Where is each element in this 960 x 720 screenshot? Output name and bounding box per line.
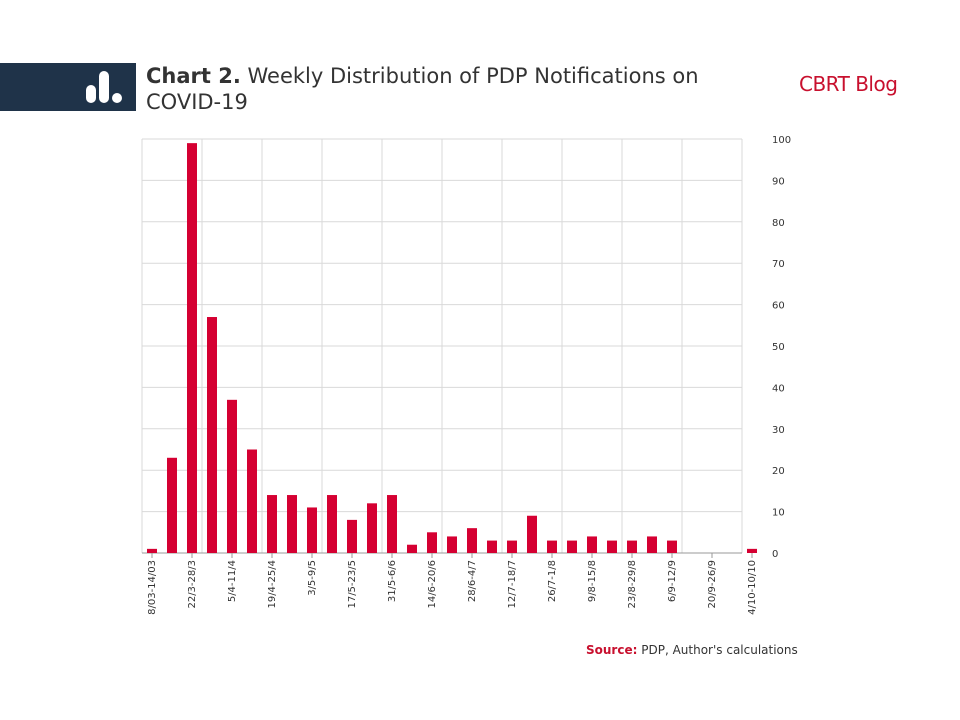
bar xyxy=(607,540,617,553)
bar xyxy=(467,528,477,553)
y-tick-label: 90 xyxy=(772,176,785,187)
bar xyxy=(547,540,557,553)
x-tick-label: 4/10-10/10 xyxy=(747,560,758,615)
y-tick-label: 80 xyxy=(772,218,785,229)
bar xyxy=(167,457,177,553)
bar xyxy=(587,536,597,553)
y-tick-label: 40 xyxy=(772,383,785,394)
bar xyxy=(187,143,197,553)
bar xyxy=(387,495,397,553)
bar xyxy=(367,503,377,553)
chart-title-text: Weekly Distribution of PDP Notifications… xyxy=(146,64,699,114)
chart-title: Chart 2. Weekly Distribution of PDP Noti… xyxy=(146,63,706,115)
bar xyxy=(667,540,677,553)
bar xyxy=(267,495,277,553)
chart-title-number: Chart 2. xyxy=(146,64,241,88)
x-tick-label: 8/03-14/03 xyxy=(147,560,158,615)
bar xyxy=(627,540,637,553)
source-text: PDP, Author's calculations xyxy=(641,643,798,657)
y-tick-label: 30 xyxy=(772,425,785,436)
source-label: Source: xyxy=(586,643,638,657)
x-tick-label: 17/5-23/5 xyxy=(347,560,358,609)
blog-logo xyxy=(0,63,136,111)
bar xyxy=(647,536,657,553)
x-tick-label: 26/7-1/8 xyxy=(547,560,558,602)
bar xyxy=(427,532,437,553)
x-tick-label: 19/4-25/4 xyxy=(267,560,278,609)
bar xyxy=(567,540,577,553)
bar xyxy=(487,540,497,553)
y-tick-label: 0 xyxy=(772,549,778,560)
bar xyxy=(447,536,457,553)
bar xyxy=(207,317,217,553)
y-tick-label: 10 xyxy=(772,508,785,519)
bar-chart-icon xyxy=(86,71,122,103)
bar xyxy=(147,548,157,553)
x-tick-label: 22/3-28/3 xyxy=(187,560,198,609)
x-tick-label: 3/5-9/5 xyxy=(307,560,318,596)
y-tick-label: 100 xyxy=(772,135,791,146)
bar xyxy=(507,540,517,553)
y-tick-label: 20 xyxy=(772,466,785,477)
x-tick-label: 28/6-4/7 xyxy=(467,560,478,602)
x-tick-label: 23/8-29/8 xyxy=(627,560,638,609)
bar xyxy=(407,544,417,553)
bar xyxy=(287,495,297,553)
bar xyxy=(747,548,757,553)
bar xyxy=(307,507,317,553)
x-tick-label: 31/5-6/6 xyxy=(387,560,398,602)
bar xyxy=(527,515,537,553)
y-tick-label: 70 xyxy=(772,259,785,270)
x-tick-label: 12/7-18/7 xyxy=(507,560,518,609)
bar xyxy=(347,519,357,553)
source-note: Source: PDP, Author's calculations xyxy=(586,643,798,657)
bar xyxy=(247,449,257,553)
brand-name: CBRT Blog xyxy=(799,72,898,96)
x-tick-label: 14/6-20/6 xyxy=(427,560,438,609)
x-tick-label: 9/8-15/8 xyxy=(587,560,598,602)
y-tick-label: 50 xyxy=(772,342,785,353)
x-tick-label: 5/4-11/4 xyxy=(227,560,238,602)
bar xyxy=(227,399,237,553)
y-tick-label: 60 xyxy=(772,301,785,312)
x-tick-label: 20/9-26/9 xyxy=(707,560,718,609)
bar xyxy=(327,495,337,553)
x-tick-label: 6/9-12/9 xyxy=(667,560,678,602)
